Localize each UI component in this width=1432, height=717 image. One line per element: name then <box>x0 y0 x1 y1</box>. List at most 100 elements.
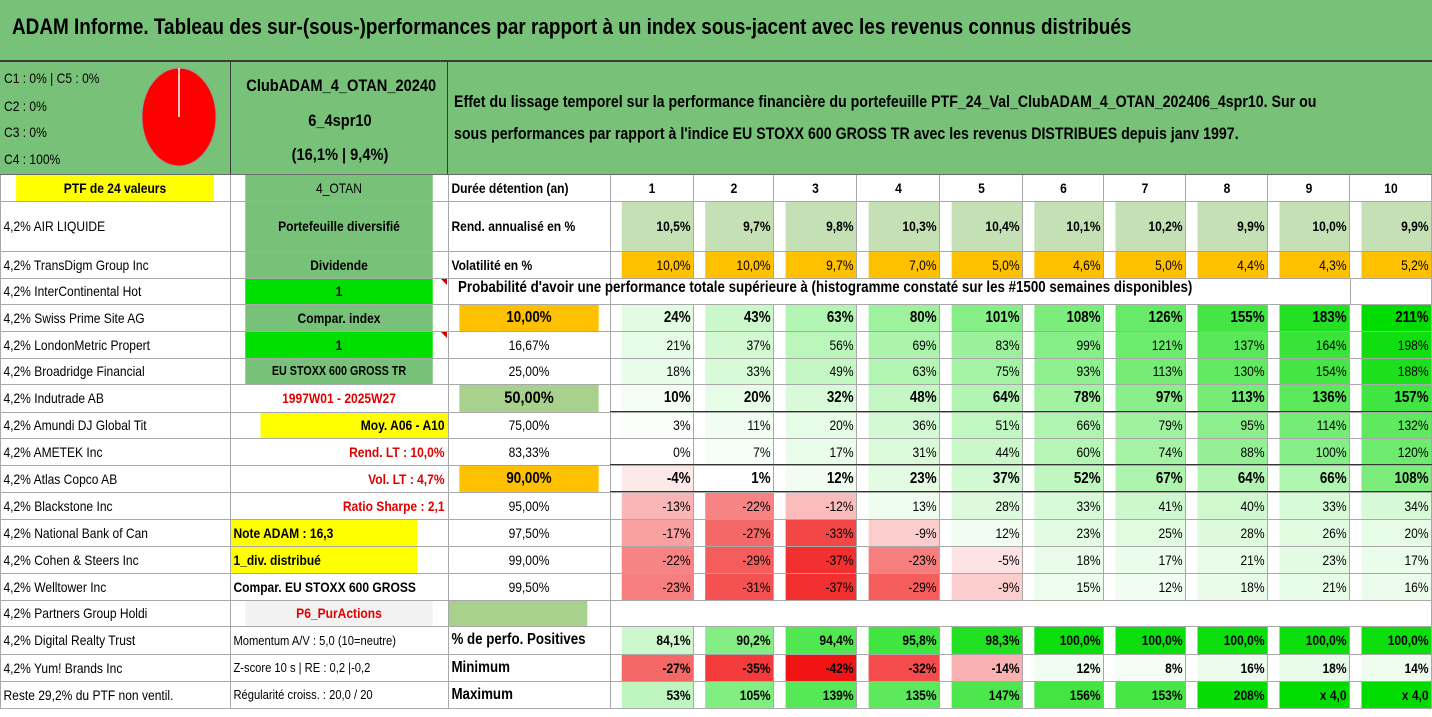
comparison-label: Compar. index <box>245 304 433 331</box>
adam-score: Note ADAM : 16,3 <box>230 519 418 546</box>
grid-line <box>0 546 610 547</box>
grid-line <box>0 600 610 601</box>
grid-line <box>0 331 610 332</box>
performance-value: 0% <box>621 438 694 465</box>
holding-row: Reste 29,2% du PTF non ventil. <box>3 686 174 703</box>
performance-value: -29% <box>705 546 774 573</box>
category-legend: C1 : 0% | C5 : 0% C2 : 0% C3 : 0% C4 : 1… <box>0 62 230 174</box>
grid-line <box>939 304 940 600</box>
grid-line <box>1185 174 1186 279</box>
minimum-value: 12% <box>1034 654 1104 681</box>
annualized-return-label: Rend. annualisé en % <box>451 218 576 234</box>
grid-line <box>610 358 1432 359</box>
grid-line <box>610 201 1432 202</box>
legend-line-c1-c5: C1 : 0% | C5 : 0% <box>4 70 100 86</box>
performance-value: 188% <box>1361 358 1432 384</box>
annualized-return-value: 9,9% <box>1361 201 1432 251</box>
grid-line <box>610 384 1432 385</box>
performance-value: 69% <box>868 331 940 358</box>
holding-year-header: 9 <box>1305 179 1313 196</box>
grid-line <box>693 626 694 708</box>
grid-line <box>448 174 449 708</box>
report-title-bar: ADAM Informe. Tableau des sur-(sous-)per… <box>0 0 1432 62</box>
performance-value: 33% <box>1034 492 1104 519</box>
performance-value: 66% <box>1279 465 1350 492</box>
performance-value: 37% <box>705 331 774 358</box>
grid-line <box>773 304 774 600</box>
performance-value: 51% <box>951 412 1023 438</box>
grid-line <box>0 201 610 202</box>
grid-line <box>1103 304 1104 600</box>
minimum-value: 18% <box>1279 654 1350 681</box>
probability-threshold: 99,50% <box>508 578 550 595</box>
positive-share-value: 100,0% <box>1197 626 1268 654</box>
profile-indicator <box>448 600 588 626</box>
performance-value: 43% <box>705 304 774 331</box>
performance-value: -13% <box>621 492 694 519</box>
performance-value: 79% <box>1115 412 1186 438</box>
performance-value: 126% <box>1115 304 1186 331</box>
performance-value: 21% <box>1279 573 1350 600</box>
grid-line <box>1349 626 1350 708</box>
holding-row: 4,2% TransDigm Group Inc <box>3 256 149 273</box>
performance-value: -12% <box>785 492 857 519</box>
grid-line <box>1103 626 1104 708</box>
grid-line <box>1267 304 1268 600</box>
grid-line <box>610 411 1432 412</box>
maximum-value: 156% <box>1034 681 1104 708</box>
grid-line <box>1103 174 1104 279</box>
positive-share-value: 84,1% <box>621 626 694 654</box>
performance-value: 1% <box>705 465 774 492</box>
performance-value: 44% <box>951 438 1023 465</box>
performance-value: 164% <box>1279 331 1350 358</box>
performance-value: 24% <box>621 304 694 331</box>
performance-value: 28% <box>1197 519 1268 546</box>
holding-period-label: Durée détention (an) <box>451 179 569 196</box>
performance-value: 20% <box>785 412 857 438</box>
positive-share-value: 100,0% <box>1115 626 1186 654</box>
grid-line <box>610 174 611 708</box>
performance-value: 34% <box>1361 492 1432 519</box>
probability-threshold: 97,50% <box>508 524 550 541</box>
minimum-value: -42% <box>785 654 857 681</box>
performance-value: 18% <box>1197 573 1268 600</box>
grid-line <box>610 492 1432 493</box>
positive-share-value: 98,3% <box>951 626 1023 654</box>
performance-value: 18% <box>621 358 694 384</box>
annualized-return-value: 9,9% <box>1197 201 1268 251</box>
performance-value: 41% <box>1115 492 1186 519</box>
probability-threshold: 50,00% <box>459 384 599 412</box>
performance-value: 23% <box>868 465 940 492</box>
holding-row: 4,2% InterContinental Hot <box>3 283 142 299</box>
volatility-value: 5,0% <box>951 251 1023 278</box>
performance-value: 33% <box>1279 492 1350 519</box>
grid-line <box>1022 304 1023 600</box>
annualized-return-value: 9,8% <box>785 201 857 251</box>
holding-row: 4,2% LondonMetric Propert <box>3 336 151 353</box>
grid-line <box>0 438 610 439</box>
holding-row: 4,2% AIR LIQUIDE <box>3 218 106 234</box>
legend-line-c4: C4 : 100% <box>4 151 61 167</box>
minimum-value: -14% <box>951 654 1023 681</box>
performance-value: 60% <box>1034 438 1104 465</box>
maximum-value: 105% <box>705 681 774 708</box>
performance-value: 12% <box>951 519 1023 546</box>
annualized-return-value: 10,2% <box>1115 201 1186 251</box>
maximum-value: x 4,0 <box>1279 681 1350 708</box>
performance-value: 20% <box>1361 519 1432 546</box>
legend-line-c3: C3 : 0% <box>4 124 47 140</box>
grid-line <box>610 331 1432 332</box>
holding-row: 4,2% Blackstone Inc <box>3 497 113 514</box>
performance-value: 88% <box>1197 438 1268 465</box>
grid-line <box>773 626 774 708</box>
probability-threshold: 99,00% <box>508 551 550 568</box>
performance-value: -17% <box>621 519 694 546</box>
performance-value: 33% <box>705 358 774 384</box>
portfolio-profile: P6_PurActions <box>245 600 433 626</box>
holding-year-header: 2 <box>730 179 738 196</box>
performance-value: 16% <box>1361 573 1432 600</box>
grid-line <box>939 174 940 279</box>
comparison-index: Compar. EU STOXX 600 GROSS TR <box>233 578 418 595</box>
maximum-value: 153% <box>1115 681 1186 708</box>
performance-value: 63% <box>785 304 857 331</box>
